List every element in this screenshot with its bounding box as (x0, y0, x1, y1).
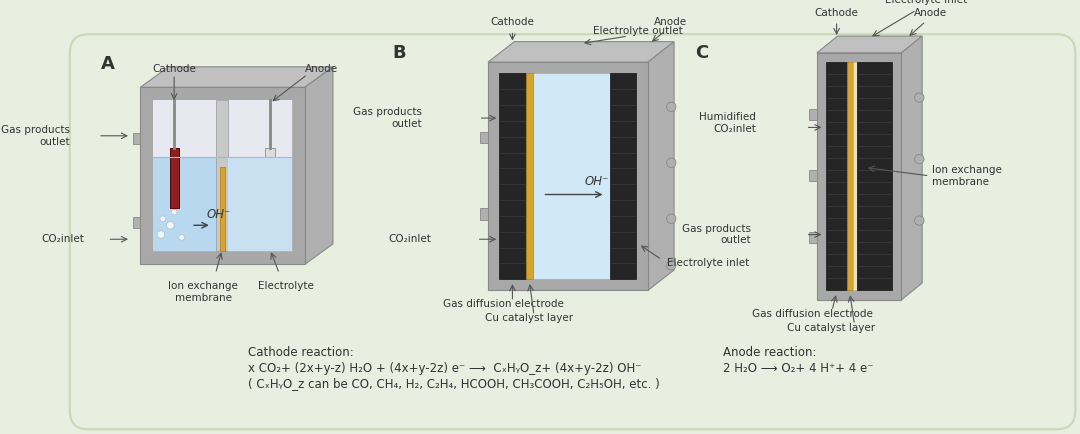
Circle shape (666, 158, 676, 168)
Text: Electrolyte inlet: Electrolyte inlet (666, 257, 748, 267)
Text: Gas products
outlet: Gas products outlet (353, 107, 422, 129)
Polygon shape (153, 100, 292, 157)
Polygon shape (809, 109, 816, 120)
Text: Gas diffusion electrode: Gas diffusion electrode (752, 309, 873, 319)
Polygon shape (140, 67, 333, 87)
Circle shape (172, 210, 177, 215)
Text: Cathode: Cathode (814, 7, 859, 18)
Text: Anode reaction:: Anode reaction: (723, 346, 816, 359)
Polygon shape (220, 167, 225, 251)
Polygon shape (816, 36, 922, 53)
Polygon shape (826, 62, 892, 290)
Text: C: C (694, 43, 708, 62)
Text: Cathode reaction:: Cathode reaction: (248, 346, 354, 359)
Text: Humidified
CO₂inlet: Humidified CO₂inlet (699, 112, 756, 134)
Text: B: B (392, 43, 406, 62)
Polygon shape (153, 100, 292, 251)
Polygon shape (847, 62, 852, 290)
Text: Cathode: Cathode (152, 64, 197, 74)
Polygon shape (133, 217, 140, 228)
Polygon shape (610, 73, 636, 279)
Polygon shape (216, 100, 228, 251)
Polygon shape (526, 73, 534, 279)
Text: Cathode: Cathode (490, 17, 535, 27)
Circle shape (166, 221, 174, 229)
Text: OH⁻: OH⁻ (584, 175, 609, 188)
Polygon shape (858, 62, 892, 290)
FancyBboxPatch shape (70, 34, 1076, 429)
Text: Gas products
outlet: Gas products outlet (1, 125, 70, 147)
Text: Gas products
outlet: Gas products outlet (683, 224, 751, 245)
Text: CO₂inlet: CO₂inlet (41, 234, 84, 244)
Polygon shape (488, 62, 648, 290)
Text: ( CₓHᵧO_z can be CO, CH₄, H₂, C₂H₄, HCOOH, CH₃COOH, C₂H₅OH, etc. ): ( CₓHᵧO_z can be CO, CH₄, H₂, C₂H₄, HCOO… (248, 378, 660, 391)
Polygon shape (902, 36, 922, 300)
Polygon shape (816, 53, 902, 300)
Text: Electrolyte inlet: Electrolyte inlet (885, 0, 967, 6)
Text: Anode: Anode (914, 7, 947, 18)
Text: Electrolyte: Electrolyte (258, 281, 314, 291)
Text: Cu catalyst layer: Cu catalyst layer (485, 313, 573, 323)
Polygon shape (488, 42, 674, 62)
Polygon shape (809, 232, 816, 243)
Polygon shape (499, 73, 636, 279)
Polygon shape (171, 148, 179, 208)
Text: A: A (100, 55, 114, 73)
Circle shape (915, 155, 924, 164)
Text: Cu catalyst layer: Cu catalyst layer (787, 322, 875, 332)
Circle shape (179, 234, 185, 240)
Circle shape (158, 231, 165, 238)
Circle shape (666, 102, 676, 112)
Circle shape (915, 93, 924, 102)
Polygon shape (228, 157, 292, 251)
Polygon shape (305, 67, 333, 264)
Polygon shape (499, 73, 526, 279)
Polygon shape (809, 170, 816, 181)
Polygon shape (133, 133, 140, 144)
Text: Gas diffusion electrode: Gas diffusion electrode (443, 299, 564, 309)
Circle shape (160, 216, 165, 221)
Circle shape (666, 214, 676, 224)
Circle shape (666, 261, 676, 270)
Text: CO₂inlet: CO₂inlet (389, 234, 432, 244)
Text: Ion exchange
membrane: Ion exchange membrane (932, 165, 1001, 187)
Polygon shape (826, 62, 847, 290)
Polygon shape (648, 42, 674, 290)
Text: Anode: Anode (306, 64, 338, 74)
Polygon shape (266, 148, 274, 224)
Text: Electrolyte outlet: Electrolyte outlet (593, 26, 683, 36)
Text: OH⁻: OH⁻ (206, 208, 230, 221)
Text: 2 H₂O ⟶ O₂+ 4 H⁺+ 4 e⁻: 2 H₂O ⟶ O₂+ 4 H⁺+ 4 e⁻ (723, 362, 874, 375)
Text: x CO₂+ (2x+y-z) H₂O + (4x+y-2z) e⁻ ⟶  CₓHᵧO_z+ (4x+y-2z) OH⁻: x CO₂+ (2x+y-z) H₂O + (4x+y-2z) e⁻ ⟶ CₓH… (248, 362, 642, 375)
Circle shape (915, 216, 924, 225)
Polygon shape (481, 132, 488, 143)
Polygon shape (140, 87, 305, 264)
Polygon shape (153, 157, 292, 251)
Polygon shape (852, 62, 858, 290)
Polygon shape (481, 208, 488, 220)
Text: Ion exchange
membrane: Ion exchange membrane (168, 281, 239, 303)
Text: Anode: Anode (653, 17, 687, 27)
